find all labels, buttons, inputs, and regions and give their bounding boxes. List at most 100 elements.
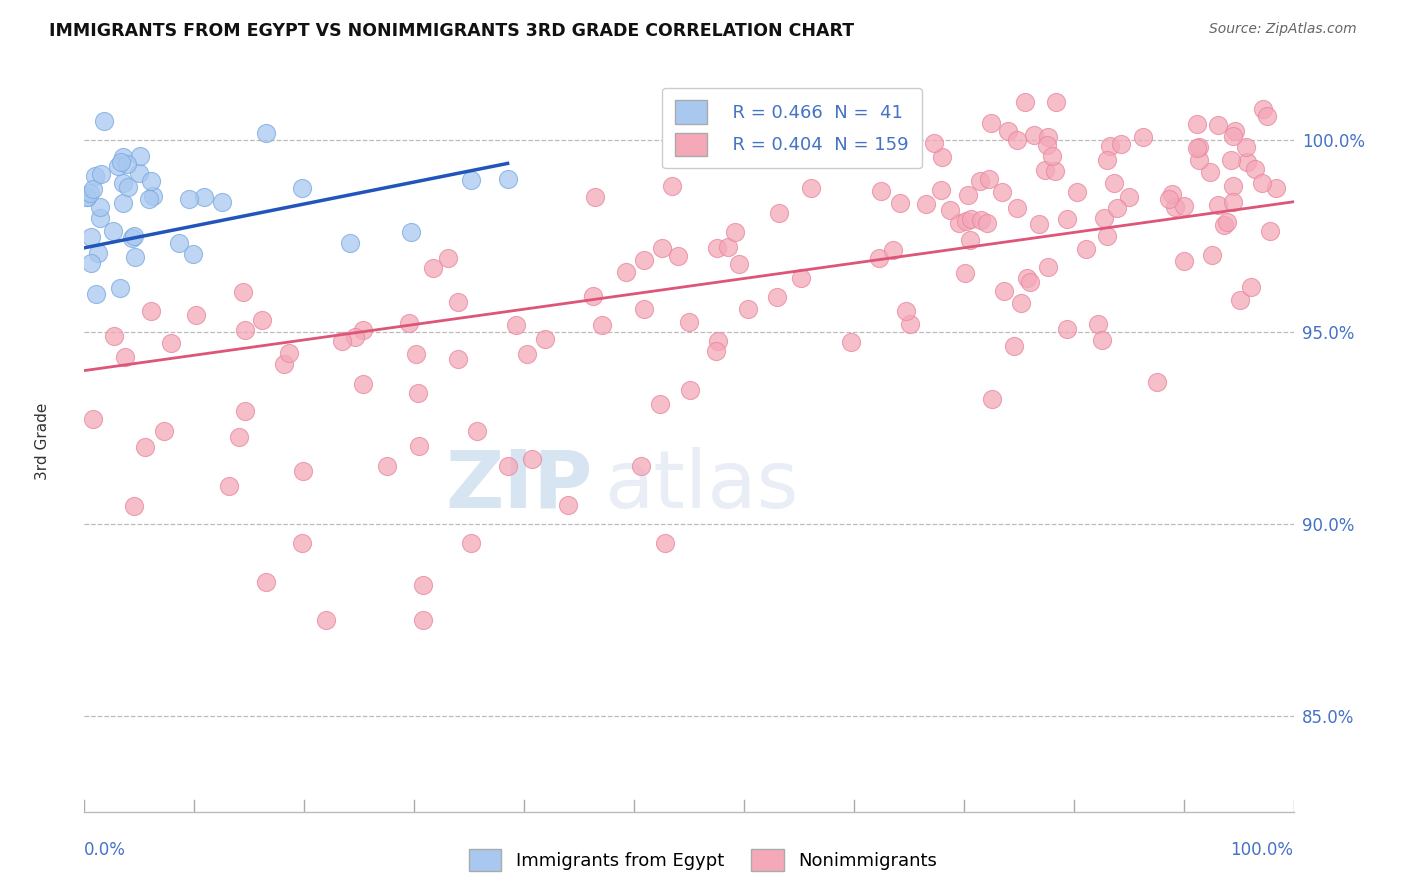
Point <box>398 317 420 331</box>
Point <box>1074 242 1097 256</box>
Point <box>959 234 981 248</box>
Point <box>1159 192 1181 206</box>
Point <box>405 346 427 360</box>
Point <box>969 174 991 188</box>
Point <box>1164 200 1187 214</box>
Text: IMMIGRANTS FROM EGYPT VS NONIMMIGRANTS 3RD GRADE CORRELATION CHART: IMMIGRANTS FROM EGYPT VS NONIMMIGRANTS 3… <box>49 22 855 40</box>
Point <box>1019 276 1042 290</box>
Point <box>505 318 527 332</box>
Point <box>1160 186 1182 201</box>
Point <box>111 150 134 164</box>
Point <box>129 149 152 163</box>
Point <box>1105 201 1128 215</box>
Point <box>84 286 107 301</box>
Point <box>193 190 215 204</box>
Point <box>1036 130 1059 145</box>
Point <box>124 250 146 264</box>
Point <box>959 211 981 226</box>
Point <box>252 313 274 327</box>
Point <box>953 266 976 280</box>
Point <box>1109 136 1132 151</box>
Point <box>1185 141 1208 155</box>
Point <box>254 126 277 140</box>
Point <box>1222 194 1244 209</box>
Point <box>138 192 160 206</box>
Point <box>1216 215 1239 229</box>
Point <box>465 425 488 439</box>
Point <box>1243 161 1265 176</box>
Point <box>977 172 1000 186</box>
Point <box>460 173 482 187</box>
Point <box>654 536 676 550</box>
Point <box>436 251 458 265</box>
Point <box>1223 124 1246 138</box>
Point <box>1251 176 1274 190</box>
Point <box>139 174 162 188</box>
Point <box>1087 317 1109 331</box>
Point <box>648 397 671 411</box>
Point <box>1118 190 1140 204</box>
Text: 0.0%: 0.0% <box>84 841 127 859</box>
Point <box>955 214 977 228</box>
Point <box>82 412 104 426</box>
Point <box>1017 270 1039 285</box>
Point <box>980 392 1002 406</box>
Point <box>84 169 107 183</box>
Point <box>666 249 689 263</box>
Point <box>80 256 103 270</box>
Point <box>1229 293 1251 307</box>
Point <box>1132 130 1154 145</box>
Point <box>254 574 277 589</box>
Point <box>332 334 354 348</box>
Point <box>1188 140 1211 154</box>
Point <box>661 178 683 193</box>
Point <box>233 403 256 417</box>
Point <box>929 184 952 198</box>
Point <box>931 150 953 164</box>
Point <box>232 285 254 300</box>
Point <box>522 452 544 467</box>
Point <box>1005 201 1028 215</box>
Point <box>1091 334 1114 348</box>
Point <box>291 180 314 194</box>
Point <box>1265 181 1288 195</box>
Point <box>1256 109 1278 123</box>
Point <box>352 376 374 391</box>
Point <box>993 284 1015 298</box>
Point <box>997 124 1019 138</box>
Point <box>678 315 700 329</box>
Point <box>898 317 921 331</box>
Point <box>112 176 135 190</box>
Point <box>557 498 579 512</box>
Point <box>79 186 101 200</box>
Point <box>1187 117 1209 131</box>
Point <box>706 241 728 255</box>
Point <box>315 613 337 627</box>
Point <box>1056 211 1078 226</box>
Text: Source: ZipAtlas.com: Source: ZipAtlas.com <box>1209 22 1357 37</box>
Point <box>516 346 538 360</box>
Point <box>737 301 759 316</box>
Point <box>1099 139 1122 153</box>
Point <box>1253 103 1275 117</box>
Point <box>101 224 124 238</box>
Point <box>122 228 145 243</box>
Point <box>1036 260 1059 274</box>
Point <box>790 271 813 285</box>
Point <box>399 225 422 239</box>
Point <box>1234 140 1257 154</box>
Point <box>218 478 240 492</box>
Point <box>375 459 398 474</box>
Point <box>583 190 606 204</box>
Point <box>1201 248 1223 262</box>
Point <box>1043 164 1066 178</box>
Point <box>915 197 938 211</box>
Point <box>153 424 176 438</box>
Point <box>121 230 143 244</box>
Text: 3rd Grade: 3rd Grade <box>35 403 49 480</box>
Point <box>447 351 470 366</box>
Point <box>76 189 98 203</box>
Legend:   R = 0.466  N =  41,   R = 0.404  N = 159: R = 0.466 N = 41, R = 0.404 N = 159 <box>662 87 922 169</box>
Point <box>1095 228 1118 243</box>
Point <box>1212 219 1234 233</box>
